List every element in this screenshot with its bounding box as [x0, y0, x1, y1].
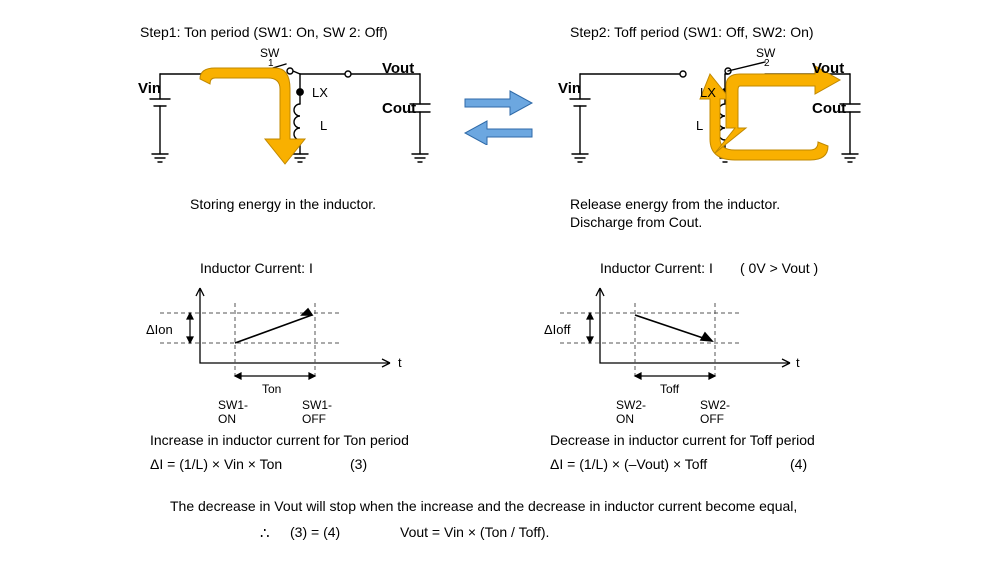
therefore-sym: ∴ [260, 524, 270, 542]
chart2-title: Inductor Current: I [600, 260, 713, 276]
eq3-num: (3) [350, 456, 367, 472]
delta-ion: ΔIon [146, 322, 173, 337]
lx-label-right: LX [700, 85, 716, 100]
chart2-note: ( 0V > Vout ) [740, 260, 818, 276]
sw2-label-sub: 2 [764, 58, 770, 69]
toff-span-label: Toff [660, 382, 679, 396]
t-axis-right: t [796, 355, 800, 370]
sw1-off-a: SW1- [302, 398, 332, 412]
sw2-off-b: OFF [700, 412, 724, 426]
sw1-on-b: ON [218, 412, 236, 426]
diagram-root: Step1: Ton period (SW1: On, SW 2: Off) [0, 0, 1000, 574]
sw1-off-b: OFF [302, 412, 326, 426]
delta-ioff: ΔIoff [544, 322, 571, 337]
eq3-caption: Increase in inductor current for Ton per… [150, 432, 409, 448]
eq3: ΔI = (1/L) × Vin × Ton [150, 456, 282, 472]
cout-label-left: Cout [382, 100, 416, 117]
vin-label-left: Vin [138, 80, 161, 97]
chart-ton [140, 278, 440, 398]
cout-label-right: Cout [812, 100, 846, 117]
lx-label-left: LX [312, 85, 328, 100]
L-label-left: L [320, 118, 327, 133]
eq4: ΔI = (1/L) × (–Vout) × Toff [550, 456, 707, 472]
sw2-on-b: ON [616, 412, 634, 426]
vout-label-right: Vout [812, 60, 844, 77]
step2-caption1: Release energy from the inductor. [570, 196, 780, 212]
L-label-right: L [696, 118, 703, 133]
sw1-on-a: SW1- [218, 398, 248, 412]
swap-arrows [460, 85, 540, 145]
vin-label-right: Vin [558, 80, 581, 97]
step2-caption2: Discharge from Cout. [570, 214, 702, 230]
result-eq: Vout = Vin × (Ton / Toff). [400, 524, 549, 540]
sw2-on-a: SW2- [616, 398, 646, 412]
ton-span-label: Ton [262, 382, 281, 396]
chart-toff [540, 278, 840, 398]
step1-caption: Storing energy in the inductor. [190, 196, 376, 212]
eq34: (3) = (4) [290, 524, 340, 540]
sw2-off-a: SW2- [700, 398, 730, 412]
sw1-label-sub: 1 [268, 58, 274, 69]
vout-label-left: Vout [382, 60, 414, 77]
eq4-num: (4) [790, 456, 807, 472]
bottom-line1: The decrease in Vout will stop when the … [170, 498, 797, 514]
step2-title: Step2: Toff period (SW1: Off, SW2: On) [570, 24, 814, 40]
step1-title: Step1: Ton period (SW1: On, SW 2: Off) [140, 24, 388, 40]
eq4-caption: Decrease in inductor current for Toff pe… [550, 432, 815, 448]
chart1-title: Inductor Current: I [200, 260, 313, 276]
t-axis-left: t [398, 355, 402, 370]
